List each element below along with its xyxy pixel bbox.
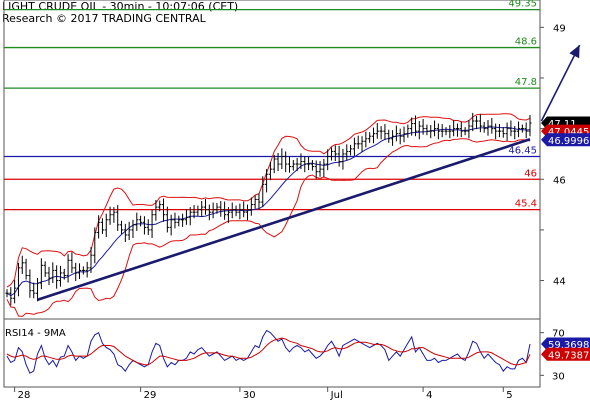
rsi-series-line [6, 329, 531, 374]
rsi-flag-label: 49.7387 [548, 350, 589, 361]
price-flag-label: 46.9996 [548, 136, 589, 147]
rsi-y-tick-label: 30 [552, 371, 565, 382]
bollinger-upper [6, 113, 531, 288]
rsi-flag-bg [541, 347, 590, 361]
price-flag-bg [541, 133, 590, 147]
price-flag-label: 47.0445 [548, 127, 589, 138]
target-arrow-line [540, 44, 581, 122]
level-label: 49.35 [508, 0, 537, 10]
plot-frame [3, 0, 541, 388]
x-tick-label: Jul [330, 390, 343, 400]
y-tick-label: 49 [553, 23, 566, 34]
y-tick-label: 46 [553, 175, 566, 186]
moving-average [6, 126, 531, 297]
candles [5, 112, 532, 306]
target-arrow-head [569, 45, 580, 59]
x-tick-label: 29 [144, 390, 157, 400]
rsi-flag-label: 59.3698 [548, 340, 589, 351]
x-tick-label: 28 [18, 390, 31, 400]
level-label: 46 [524, 168, 537, 179]
x-tick-label: 30 [243, 390, 256, 400]
y-tick-label: 44 [553, 277, 566, 288]
rsi-flag-bg [541, 337, 590, 351]
support-trendline [37, 138, 531, 302]
rsi-y-tick-label: 70 [552, 329, 565, 340]
x-tick-label: 4 [426, 390, 432, 400]
level-label: 45.4 [515, 199, 537, 210]
bollinger-lower [6, 138, 531, 317]
level-label: 47.8 [515, 77, 537, 88]
x-tick-label: 5 [506, 390, 512, 400]
chart-copyright: Research © 2017 TRADING CENTRAL [2, 12, 206, 25]
level-label: 46.45 [508, 145, 537, 156]
rsi-series-line [6, 337, 531, 366]
level-label: 48.6 [515, 37, 537, 48]
price-flag-label: 47.11 [548, 119, 577, 130]
rsi-title: RSI14 - 9MA [5, 328, 66, 339]
